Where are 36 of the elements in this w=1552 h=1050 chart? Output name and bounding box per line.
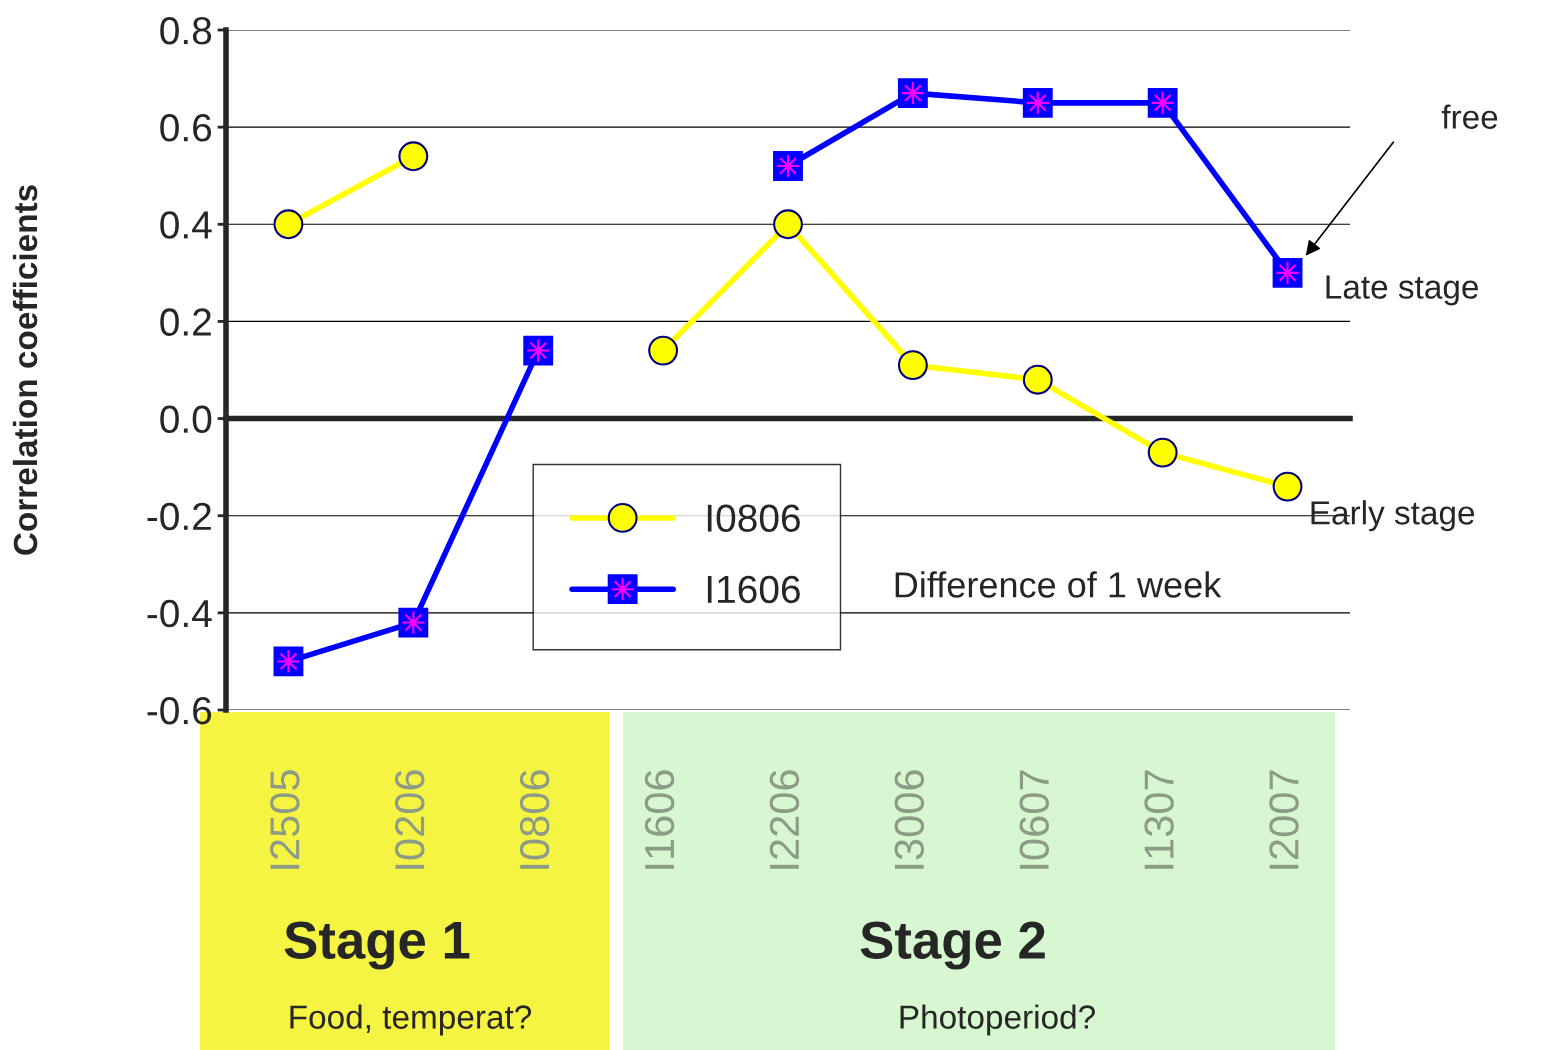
y-tick-label: -0.4 bbox=[147, 599, 212, 628]
text: Photoperiod? bbox=[900, 1004, 1095, 1036]
annotation: Difference of 1 week bbox=[895, 571, 1222, 598]
point bbox=[1022, 364, 1053, 395]
point bbox=[773, 209, 803, 240]
y-tick-label: 0.8 bbox=[160, 16, 212, 45]
annotation: Late stage bbox=[1326, 275, 1478, 306]
y-tick-label: -0.2 bbox=[147, 502, 211, 531]
y-tick-label: 0.6 bbox=[160, 114, 212, 142]
text: Stage 2 bbox=[860, 921, 1045, 970]
point bbox=[648, 335, 679, 366]
y-axis-title: Correlation coefficients bbox=[12, 185, 38, 555]
y-tick-label: 0.0 bbox=[160, 405, 212, 434]
x-tick-label: I2007 bbox=[1269, 770, 1299, 869]
point bbox=[1147, 437, 1178, 468]
y-tick-label: 0.2 bbox=[160, 308, 211, 336]
x-tick-label: I0806 bbox=[519, 770, 550, 869]
x-tick-label: I3006 bbox=[894, 770, 925, 869]
y-tick-label: -0.6 bbox=[147, 696, 212, 725]
point bbox=[1272, 471, 1303, 502]
x-tick-label: I2206 bbox=[769, 770, 800, 869]
text: Food, temperat? bbox=[290, 1004, 532, 1036]
x-tick-label: I1307 bbox=[1144, 770, 1174, 869]
point bbox=[273, 209, 304, 240]
y-tick-label: 0.4 bbox=[160, 211, 212, 239]
point bbox=[398, 141, 429, 172]
text: Stage 1 bbox=[284, 921, 470, 970]
x-tick-label: I0607 bbox=[1019, 770, 1049, 869]
x-tick-label: I0206 bbox=[395, 770, 425, 869]
annotation: Early stage bbox=[1311, 500, 1475, 532]
legend-label: I1606 bbox=[707, 575, 800, 604]
legend-label: I0806 bbox=[707, 504, 800, 532]
x-tick-label: I2505 bbox=[270, 770, 300, 869]
point bbox=[897, 350, 928, 381]
x-tick-label: I1606 bbox=[644, 770, 675, 869]
text: free bbox=[1441, 104, 1498, 129]
